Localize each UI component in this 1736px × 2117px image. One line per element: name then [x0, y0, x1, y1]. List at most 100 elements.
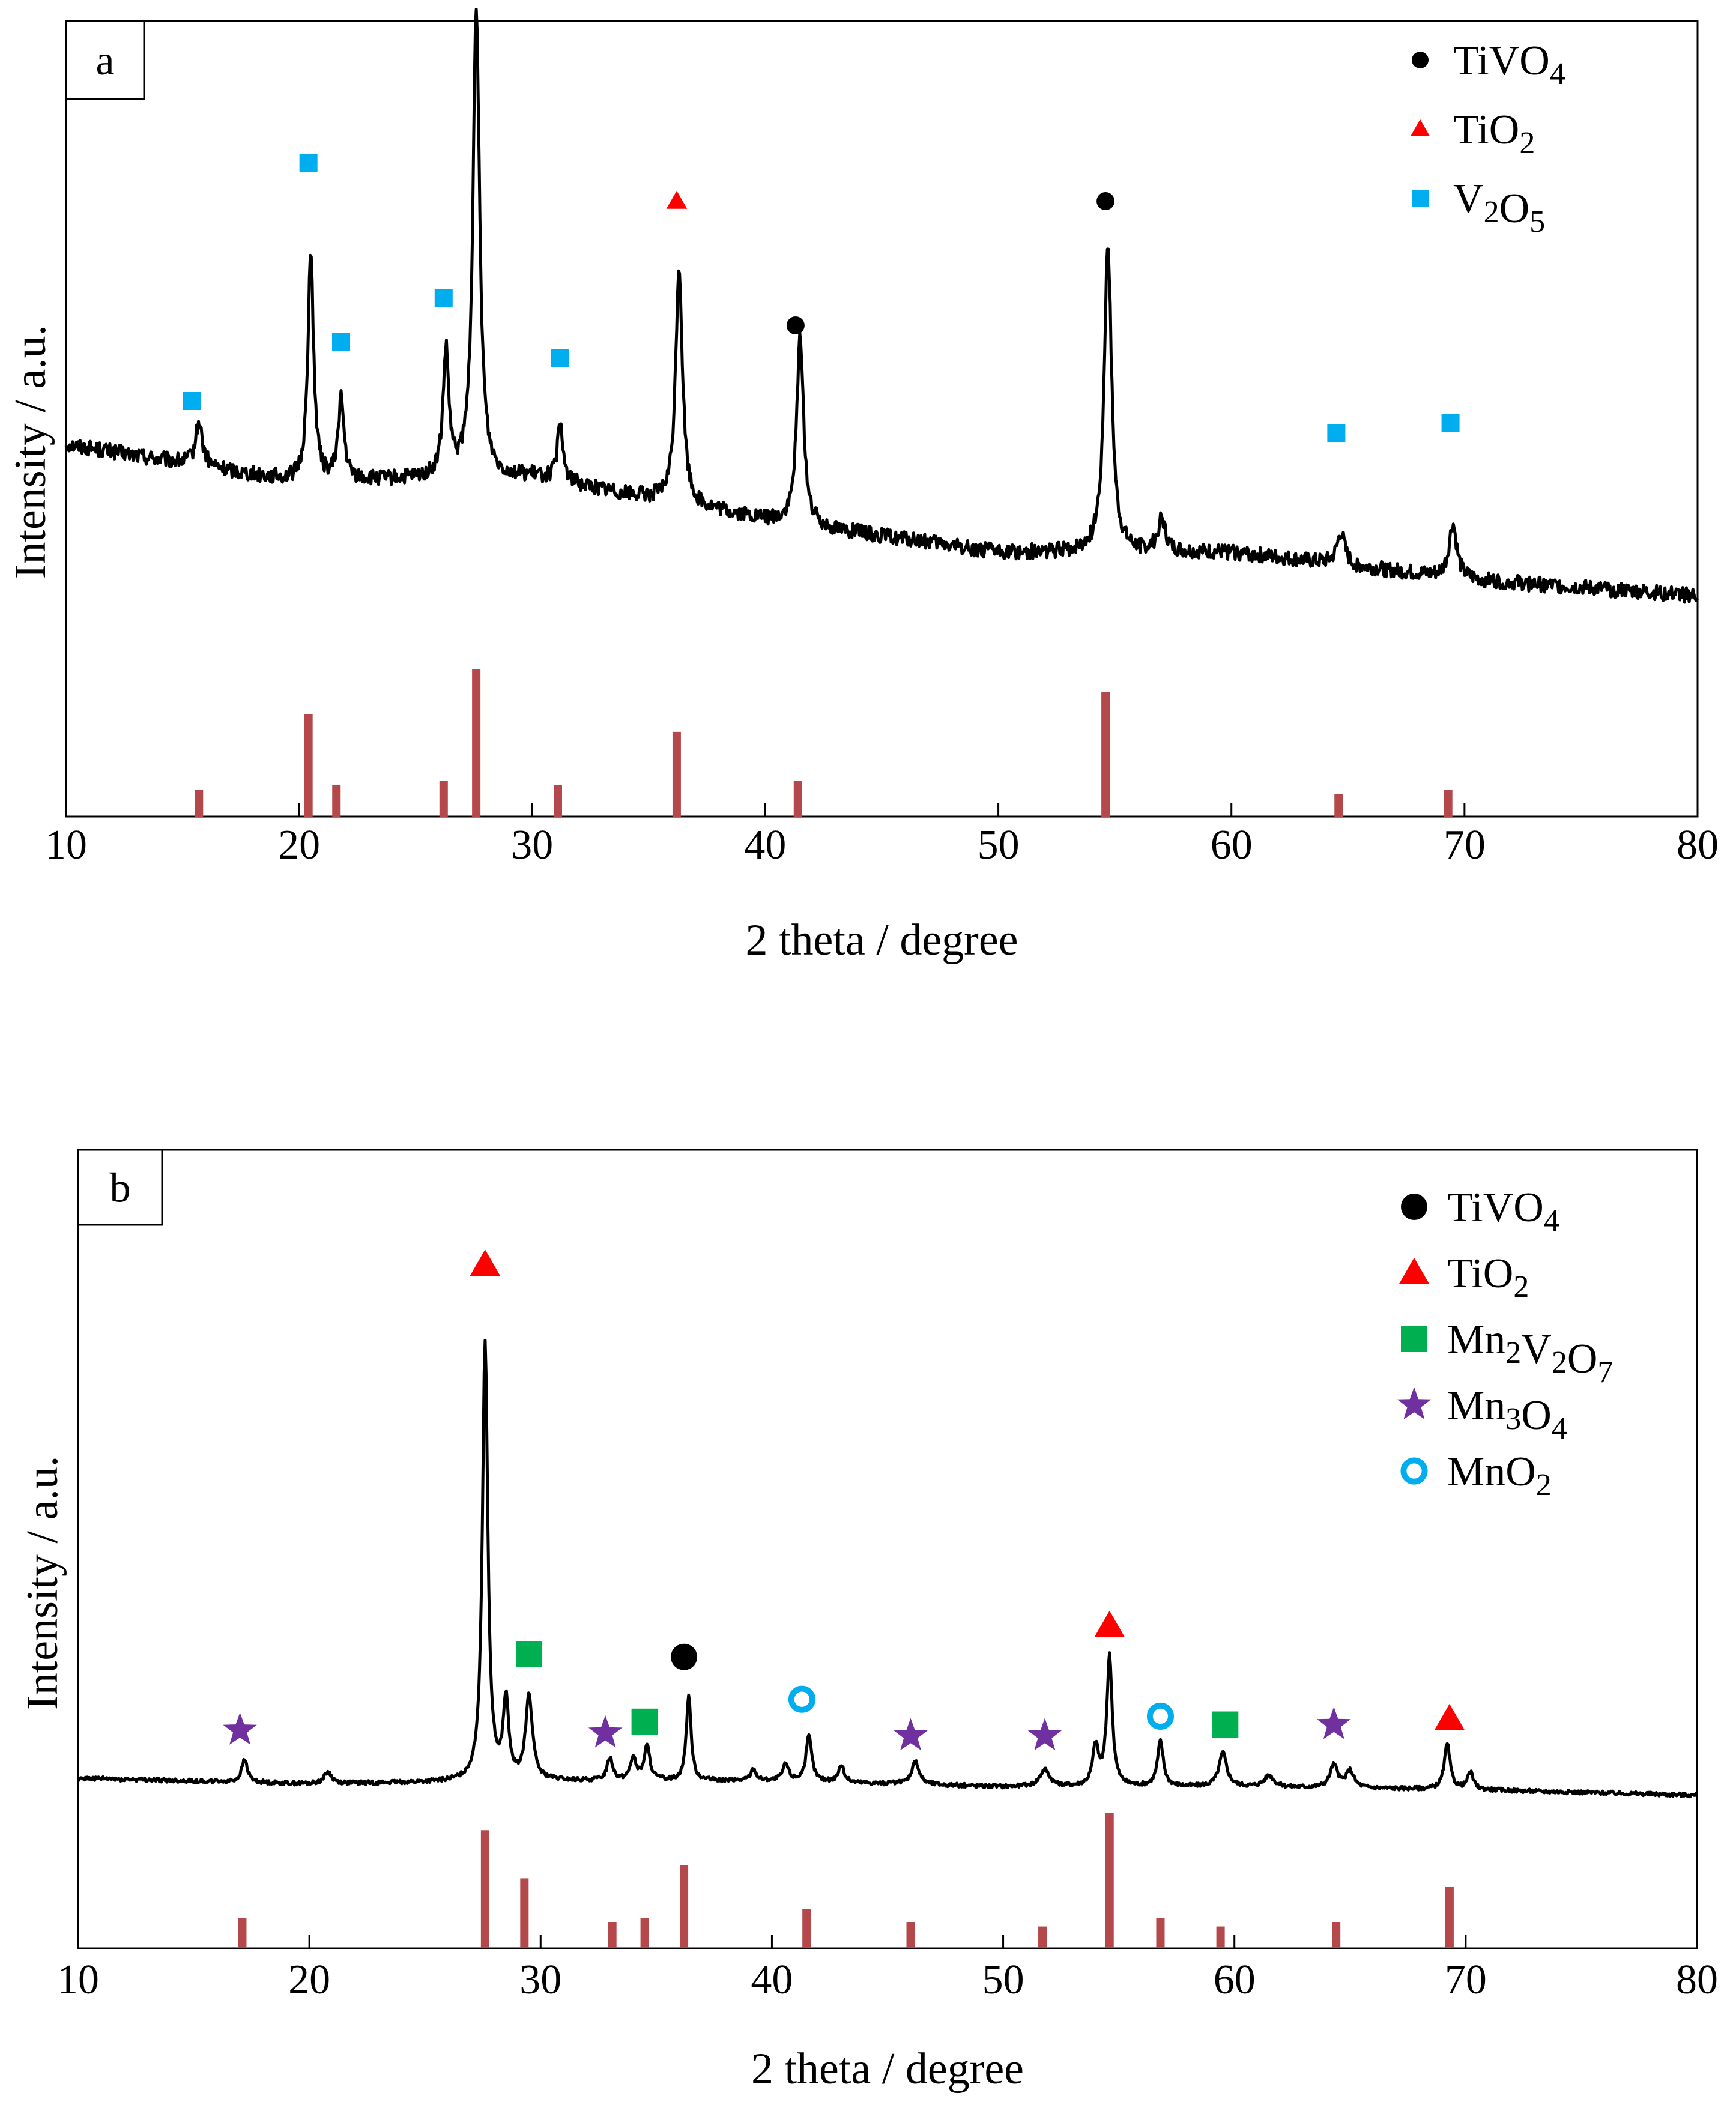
- legend-symbol-tio2: [1410, 119, 1430, 136]
- reference-line: [332, 785, 341, 817]
- reference-line: [906, 1922, 915, 1948]
- legend-label: TiVO4: [1453, 38, 1565, 91]
- reference-line: [802, 1909, 811, 1948]
- peak-marker-tivo4: [671, 1643, 698, 1670]
- legend-label-subscript: 2: [1536, 1468, 1552, 1502]
- x-tick-label: 20: [288, 1957, 330, 2003]
- reference-line: [1332, 1922, 1341, 1948]
- legend-label-part: TiVO: [1453, 38, 1550, 84]
- legend-label-part: TiO: [1447, 1251, 1513, 1297]
- peak-marker-tivo4: [1096, 192, 1115, 210]
- plot-frame: [65, 20, 1699, 818]
- x-tick-label: 10: [57, 1957, 99, 2003]
- x-tick-label: 30: [511, 822, 553, 868]
- x-axis-label: 2 theta / degree: [751, 2044, 1024, 2094]
- legend-label-subscript: 5: [1529, 205, 1545, 239]
- legend-label-part: MnO: [1447, 1449, 1536, 1495]
- peak-marker-mn3o4: [223, 1712, 257, 1745]
- peak-marker-v2o5: [434, 289, 453, 307]
- panel-b: b 10 20 30 40 50 60 70 80 2 theta / degree Intensi…: [18, 1149, 1718, 2094]
- reference-line: [793, 781, 802, 817]
- y-axis-label: Intensity / a.u.: [6, 325, 55, 579]
- x-tick-label: 60: [1214, 1957, 1256, 2003]
- x-tick-label: 40: [751, 1957, 793, 2003]
- legend-label-part: Mn: [1447, 1383, 1505, 1429]
- legend-label-part: O: [1521, 1392, 1552, 1439]
- xrd-curve: [76, 1338, 1699, 1798]
- y-axis-label: Intensity / a.u.: [18, 1456, 67, 1710]
- x-tick-label: 70: [1445, 1957, 1487, 2003]
- legend-label-subscript: 4: [1550, 57, 1565, 91]
- legend-label: MnO2: [1447, 1449, 1552, 1502]
- legend-label-subscript: 7: [1597, 1355, 1613, 1389]
- legend-label-part: TiVO: [1447, 1185, 1544, 1231]
- peak-marker-mno2: [1146, 1702, 1175, 1730]
- legend-label-part: V: [1521, 1326, 1552, 1373]
- x-axis-label: 2 theta / degree: [745, 916, 1018, 965]
- peak-marker-v2o5: [299, 154, 318, 172]
- x-tick-label: 50: [978, 822, 1020, 868]
- peak-marker-v2o5: [183, 392, 201, 410]
- legend-label-subscript: 2: [1519, 126, 1535, 160]
- reference-line: [1445, 1887, 1454, 1948]
- reference-line: [672, 731, 681, 817]
- plot-frame: [77, 1149, 1698, 1949]
- x-tick-label: 80: [1676, 1957, 1718, 2003]
- x-tick-label: 20: [278, 822, 320, 868]
- peak-marker-mn3o4: [894, 1718, 928, 1751]
- legend-label: Mn2V2O7: [1447, 1317, 1613, 1389]
- panel-label: a: [95, 38, 114, 84]
- legend-label: TiO2: [1447, 1251, 1529, 1304]
- peak-marker-tio2: [470, 1249, 501, 1276]
- x-tick-label: 30: [519, 1957, 561, 2003]
- reference-line: [1101, 692, 1110, 817]
- x-tick-label: 80: [1677, 822, 1719, 868]
- legend-label-subscript: 2: [1505, 1336, 1521, 1370]
- legend-symbol-mn2v2o7: [1401, 1326, 1427, 1352]
- panel-a: a 10 20 30 40 50 60 70 80 2 theta / degree Intensi…: [6, 8, 1719, 965]
- legend-label-part: TiO: [1453, 107, 1519, 153]
- legend-symbol-tivo4: [1401, 1194, 1427, 1220]
- panel-label-box: [77, 1149, 163, 1226]
- reference-line: [480, 1830, 489, 1948]
- reference-line: [640, 1918, 649, 1948]
- legend-label-subscript: 2: [1484, 195, 1499, 229]
- x-tick-label: 40: [744, 822, 786, 868]
- legend-label-part: O: [1499, 186, 1530, 232]
- peak-marker-v2o5: [1441, 414, 1460, 432]
- reference-line: [1038, 1926, 1047, 1948]
- reference-line: [1156, 1918, 1165, 1948]
- legend-label-subscript: 3: [1505, 1402, 1521, 1436]
- reference-line: [608, 1922, 617, 1948]
- peak-marker-mn3o4: [1027, 1718, 1062, 1751]
- legend-label-subscript: 4: [1544, 1204, 1559, 1238]
- x-tick-label: 60: [1211, 822, 1253, 868]
- peak-marker-tio2: [1094, 1610, 1125, 1637]
- reference-line: [304, 714, 313, 817]
- peak-marker-mn2v2o7: [1212, 1711, 1239, 1738]
- peak-marker-v2o5: [1327, 424, 1346, 442]
- legend-label-part: V: [1453, 176, 1484, 222]
- legend-label-subscript: 2: [1513, 1270, 1529, 1304]
- peak-marker-tio2: [1434, 1703, 1465, 1730]
- legend-symbol-tivo4: [1412, 52, 1429, 68]
- peak-marker-mn2v2o7: [631, 1708, 658, 1735]
- legend-symbol-mn3o4: [1397, 1387, 1432, 1419]
- peak-marker-v2o5: [551, 349, 569, 367]
- peak-marker-mn2v2o7: [516, 1641, 543, 1667]
- legend-label-subscript: 4: [1552, 1412, 1567, 1446]
- peak-marker-v2o5: [332, 333, 351, 351]
- panel-label-box: [65, 20, 145, 100]
- reference-line: [1216, 1926, 1225, 1948]
- peak-marker-mn3o4: [588, 1715, 623, 1748]
- reference-line: [472, 669, 481, 817]
- legend-symbol-tio2: [1399, 1257, 1430, 1284]
- peak-marker-mn3o4: [1317, 1706, 1351, 1739]
- legend-symbol-mno2: [1400, 1457, 1428, 1485]
- reference-line: [238, 1918, 247, 1948]
- x-tick-label: 70: [1444, 822, 1486, 868]
- legend-label: TiVO4: [1447, 1185, 1559, 1238]
